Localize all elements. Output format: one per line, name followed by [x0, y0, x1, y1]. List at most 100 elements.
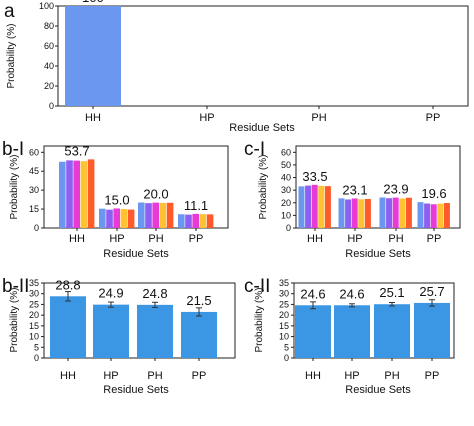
bar-c-I-ph-s5 [405, 197, 412, 228]
x-axis-title-b-I: Residue Sets [103, 248, 169, 260]
y-axis-title-c-I: Probability (%) [258, 154, 269, 219]
y-tick-label-b-II: 0 [34, 353, 39, 363]
y-tick-label-c-II: 10 [279, 332, 289, 342]
y-tick-label-c-I: 60 [281, 147, 291, 157]
bar-b-I-hp-s3 [113, 208, 120, 228]
y-tick-label-b-II: 10 [29, 332, 39, 342]
bar-c-I-hh-s3 [311, 184, 318, 228]
data-label-b-II-pp: 21.5 [186, 293, 211, 308]
data-label-c-I-hp: 23.1 [342, 182, 367, 197]
x-axis-title-b-II: Residue Sets [103, 384, 169, 396]
bar-c-I-hp-s1 [338, 198, 345, 228]
data-label-b-I-ph: 20.0 [143, 187, 168, 202]
bar-b-I-ph-s1 [138, 202, 145, 228]
y-tick-label-b-II: 25 [29, 299, 39, 309]
bar-c-I-hp-s5 [364, 198, 371, 228]
data-label-b-II-ph: 24.8 [142, 286, 167, 301]
y-tick-label-c-II: 25 [279, 299, 289, 309]
y-tick-label-a: 40 [44, 61, 54, 71]
bar-c-I-hh-s4 [318, 185, 325, 228]
bar-b-I-pp-s3 [192, 213, 199, 228]
bar-c-I-ph-s3 [392, 197, 399, 228]
x-tick-label-c-II-ph: PH [384, 370, 399, 382]
bar-b-I-hp-s4 [120, 209, 128, 228]
bar-c-I-pp-s1 [417, 202, 424, 228]
panel-label-a: a [4, 1, 15, 22]
bar-c-I-pp-s5 [443, 203, 450, 228]
y-tick-label-c-I: 20 [281, 198, 291, 208]
y-tick-label-c-I: 40 [281, 173, 291, 183]
y-axis-title-a: Probability (%) [6, 23, 17, 88]
data-label-c-I-pp: 19.6 [421, 186, 446, 201]
bar-b-II-ph [137, 304, 173, 358]
y-tick-label-a: 20 [44, 81, 54, 91]
x-tick-label-a-ph: PH [311, 112, 326, 124]
y-tick-label-b-II: 30 [29, 289, 39, 299]
data-label-b-I-hp: 15.0 [104, 192, 129, 207]
bar-c-I-ph-s1 [379, 197, 386, 228]
y-tick-label-b-I: 0 [34, 223, 39, 233]
x-axis-title-c-II: Residue Sets [345, 384, 411, 396]
panel-label-c-II: c-II [244, 276, 270, 297]
bar-b-I-pp-s5 [206, 214, 214, 228]
plot-frame-a [57, 5, 469, 107]
y-tick-label-b-II: 20 [29, 310, 39, 320]
x-tick-label-a-pp: PP [426, 112, 441, 124]
plot-frame-c-I [295, 145, 461, 229]
data-label-c-II-hp: 24.6 [339, 286, 364, 301]
x-tick-label-b-II-hp: HP [103, 370, 118, 382]
x-tick-label-c-I-ph: PH [388, 233, 403, 245]
y-tick-label-c-II: 0 [284, 353, 289, 363]
bar-b-I-pp-s4 [199, 214, 207, 228]
bar-b-I-ph-s5 [166, 202, 174, 228]
bar-b-I-hp-s5 [127, 209, 135, 228]
chart-layer: 020406080100100HHHPPHPPResidue SetsProba… [6, 0, 469, 396]
y-tick-label-b-II: 15 [29, 321, 39, 331]
x-tick-label-b-I-hh: HH [69, 233, 85, 245]
bar-c-I-hh-s2 [305, 185, 312, 228]
bar-c-I-pp-s3 [430, 204, 437, 228]
bar-c-I-pp-s2 [424, 203, 431, 228]
data-label-b-I-hh: 53.7 [64, 143, 89, 158]
x-tick-label-b-II-ph: PH [147, 370, 162, 382]
bar-b-I-ph-s2 [145, 203, 152, 228]
bar-b-I-hp-s1 [99, 208, 106, 228]
y-axis-title-c-II: Probability (%) [254, 287, 265, 352]
y-tick-label-c-II: 5 [284, 342, 289, 352]
bar-c-I-hh-s1 [298, 186, 305, 228]
bar-b-II-pp [181, 311, 217, 358]
x-tick-label-a-hp: HP [199, 112, 214, 124]
data-label-a-hh: 100 [82, 0, 104, 5]
y-tick-label-c-I: 0 [286, 223, 291, 233]
bar-b-I-hh-s2 [66, 160, 73, 228]
bar-b-I-hh-s5 [87, 159, 95, 228]
data-label-b-II-hp: 24.9 [98, 286, 123, 301]
x-tick-label-c-II-hp: HP [344, 370, 359, 382]
y-tick-label-a: 100 [39, 1, 54, 11]
y-tick-label-b-I: 60 [29, 147, 39, 157]
bar-b-I-hh-s1 [59, 161, 66, 228]
data-label-c-II-pp: 25.7 [419, 284, 444, 299]
x-axis-title-a: Residue Sets [229, 122, 295, 134]
bar-c-I-hp-s2 [345, 199, 352, 228]
x-tick-label-c-I-hh: HH [307, 233, 323, 245]
panel-label-b-II: b-II [2, 276, 29, 297]
bar-b-I-hp-s2 [106, 209, 113, 228]
bar-b-I-ph-s4 [159, 202, 167, 228]
y-tick-label-b-I: 15 [29, 204, 39, 214]
bar-b-I-pp-s2 [185, 214, 192, 228]
y-tick-label-c-I: 50 [281, 160, 291, 170]
data-label-c-II-ph: 25.1 [379, 285, 404, 300]
bar-c-II-pp [414, 302, 450, 358]
y-tick-label-b-II: 5 [34, 342, 39, 352]
panel-label-c-I: c-I [244, 139, 265, 160]
bar-c-I-pp-s4 [437, 203, 444, 228]
bar-c-I-ph-s4 [399, 198, 406, 228]
bar-c-I-hp-s3 [351, 198, 358, 228]
y-tick-label-b-I: 45 [29, 166, 39, 176]
data-label-b-I-pp: 11.1 [184, 198, 208, 213]
x-tick-label-c-I-pp: PP [427, 233, 442, 245]
y-tick-label-a: 80 [44, 21, 54, 31]
y-tick-label-c-I: 30 [281, 185, 291, 195]
